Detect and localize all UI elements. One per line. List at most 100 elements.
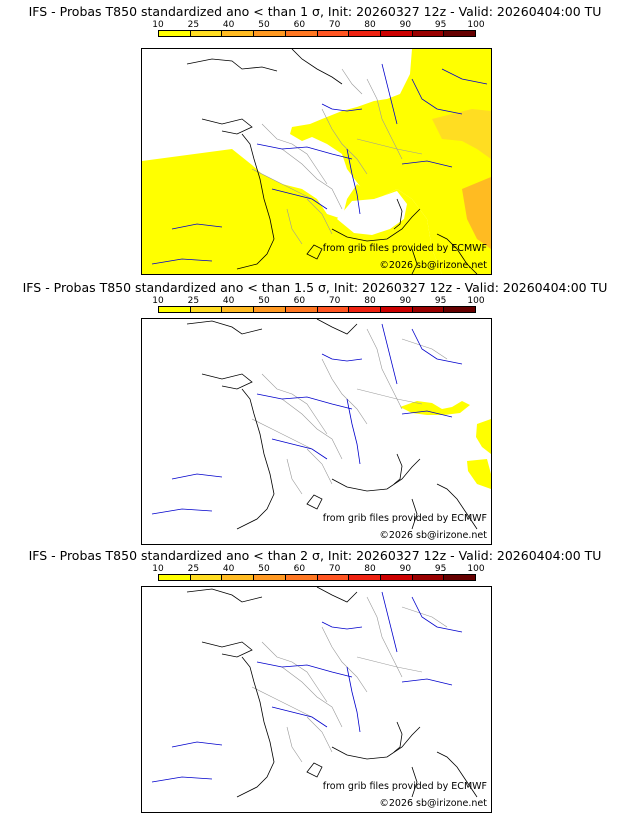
- scale-bar: [158, 574, 476, 581]
- scale-label: 100: [467, 296, 485, 306]
- scale-color-cell: [317, 31, 350, 36]
- scale-color-cell: [412, 575, 445, 580]
- scale-label: 40: [222, 20, 235, 30]
- scale-color-cell: [349, 307, 381, 312]
- coastlines: [186, 587, 478, 798]
- map-area: from grib files provided by ECMWF ©2026 …: [141, 586, 492, 813]
- scale-color-cell: [349, 575, 381, 580]
- scale-label: 10: [152, 564, 164, 574]
- prob-area-mid: [432, 109, 491, 159]
- scale-color-cell: [285, 31, 318, 36]
- scale-label: 70: [328, 20, 341, 30]
- scale-labels: 10 25 40 50 60 70 80 90 95 100: [152, 20, 484, 30]
- scale-label: 90: [399, 20, 412, 30]
- rivers: [151, 591, 463, 783]
- scale-color-cell: [222, 31, 255, 36]
- prob-area-italy: [476, 419, 491, 454]
- scale-color-cell: [349, 31, 381, 36]
- prob-area-alps: [400, 401, 470, 415]
- scale-color-cell: [190, 575, 223, 580]
- scale-label: 50: [258, 20, 270, 30]
- admin-borders: [251, 596, 448, 763]
- prob-area-high: [462, 177, 491, 249]
- credit-copyright: ©2026 sb@irizone.net: [379, 798, 487, 809]
- scale-color-cell: [159, 307, 191, 312]
- prob-area-south: [467, 459, 491, 489]
- map-area: from grib files provided by ECMWF ©2026 …: [141, 48, 492, 275]
- map-panel-3: IFS - Probas T850 standardized ano < tha…: [0, 544, 630, 820]
- scale-label: 80: [364, 564, 376, 574]
- scale-label: 50: [258, 564, 270, 574]
- map-panel-2: IFS - Probas T850 standardized ano < tha…: [0, 276, 630, 552]
- scale-labels: 10 25 40 50 60 70 80 90 95 100: [152, 296, 484, 306]
- scale-color-cell: [444, 575, 476, 580]
- scale-color-cell: [412, 307, 445, 312]
- scale-color-cell: [190, 307, 223, 312]
- scale-label: 60: [293, 564, 306, 574]
- map-area: from grib files provided by ECMWF ©2026 …: [141, 318, 492, 545]
- scale-label: 95: [434, 564, 447, 574]
- scale-label: 25: [187, 20, 200, 30]
- prob-area-west: [142, 149, 442, 274]
- scale-color-cell: [444, 31, 476, 36]
- credit-source: from grib files provided by ECMWF: [322, 243, 487, 254]
- scale-color-cell: [222, 307, 255, 312]
- rivers: [151, 63, 488, 265]
- credit-copyright: ©2026 sb@irizone.net: [379, 530, 487, 541]
- scale-label: 95: [434, 20, 447, 30]
- scale-label: 90: [399, 296, 412, 306]
- scale-label: 40: [222, 564, 235, 574]
- scale-label: 40: [222, 296, 235, 306]
- panel-title: IFS - Probas T850 standardized ano < tha…: [22, 280, 608, 295]
- scale-label: 50: [258, 296, 270, 306]
- scale-labels: 10 25 40 50 60 70 80 90 95 100: [152, 564, 484, 574]
- map-svg: [151, 319, 491, 530]
- scale-label: 60: [293, 20, 306, 30]
- scale-label: 80: [364, 20, 376, 30]
- scale-label: 100: [467, 564, 485, 574]
- credit-source: from grib files provided by ECMWF: [322, 513, 487, 524]
- probability-fill: [142, 49, 491, 274]
- scale-color-cell: [222, 575, 255, 580]
- scale-color-cell: [159, 31, 191, 36]
- scale-color-cell: [412, 31, 445, 36]
- scale-label: 10: [152, 296, 164, 306]
- scale-color-cell: [159, 575, 191, 580]
- map-svg: [142, 49, 491, 274]
- scale-color-cell: [190, 31, 223, 36]
- rivers: [151, 323, 463, 515]
- scale-label: 90: [399, 564, 412, 574]
- scale-color-cell: [317, 307, 350, 312]
- probability-fill: [400, 401, 491, 489]
- panel-title: IFS - Probas T850 standardized ano < tha…: [28, 4, 602, 19]
- scale-color-cell: [254, 575, 286, 580]
- credit-copyright: ©2026 sb@irizone.net: [379, 260, 487, 271]
- scale-bar: [158, 306, 476, 313]
- admin-borders: [251, 68, 423, 245]
- scale-label: 25: [187, 296, 200, 306]
- credit-source: from grib files provided by ECMWF: [322, 781, 487, 792]
- scale-label: 70: [328, 296, 341, 306]
- probability-scale: 10 25 40 50 60 70 80 90 95 100: [152, 20, 485, 38]
- probability-scale: 10 25 40 50 60 70 80 90 95 100: [152, 564, 485, 582]
- scale-label: 100: [467, 20, 485, 30]
- scale-label: 80: [364, 296, 376, 306]
- scale-label: 60: [293, 296, 306, 306]
- admin-borders: [251, 328, 448, 495]
- scale-color-cell: [380, 575, 413, 580]
- scale-label: 25: [187, 564, 200, 574]
- scale-label: 70: [328, 564, 341, 574]
- prob-area-white-hole: [337, 191, 407, 235]
- scale-color-cell: [380, 31, 413, 36]
- coastlines: [186, 49, 478, 274]
- map-svg: [151, 587, 478, 798]
- scale-label: 95: [434, 296, 447, 306]
- coastlines: [186, 319, 478, 530]
- scale-color-cell: [317, 575, 350, 580]
- scale-color-cell: [285, 575, 318, 580]
- scale-bar: [158, 30, 476, 37]
- panel-title: IFS - Probas T850 standardized ano < tha…: [28, 548, 602, 563]
- scale-color-cell: [285, 307, 318, 312]
- scale-color-cell: [254, 307, 286, 312]
- scale-color-cell: [380, 307, 413, 312]
